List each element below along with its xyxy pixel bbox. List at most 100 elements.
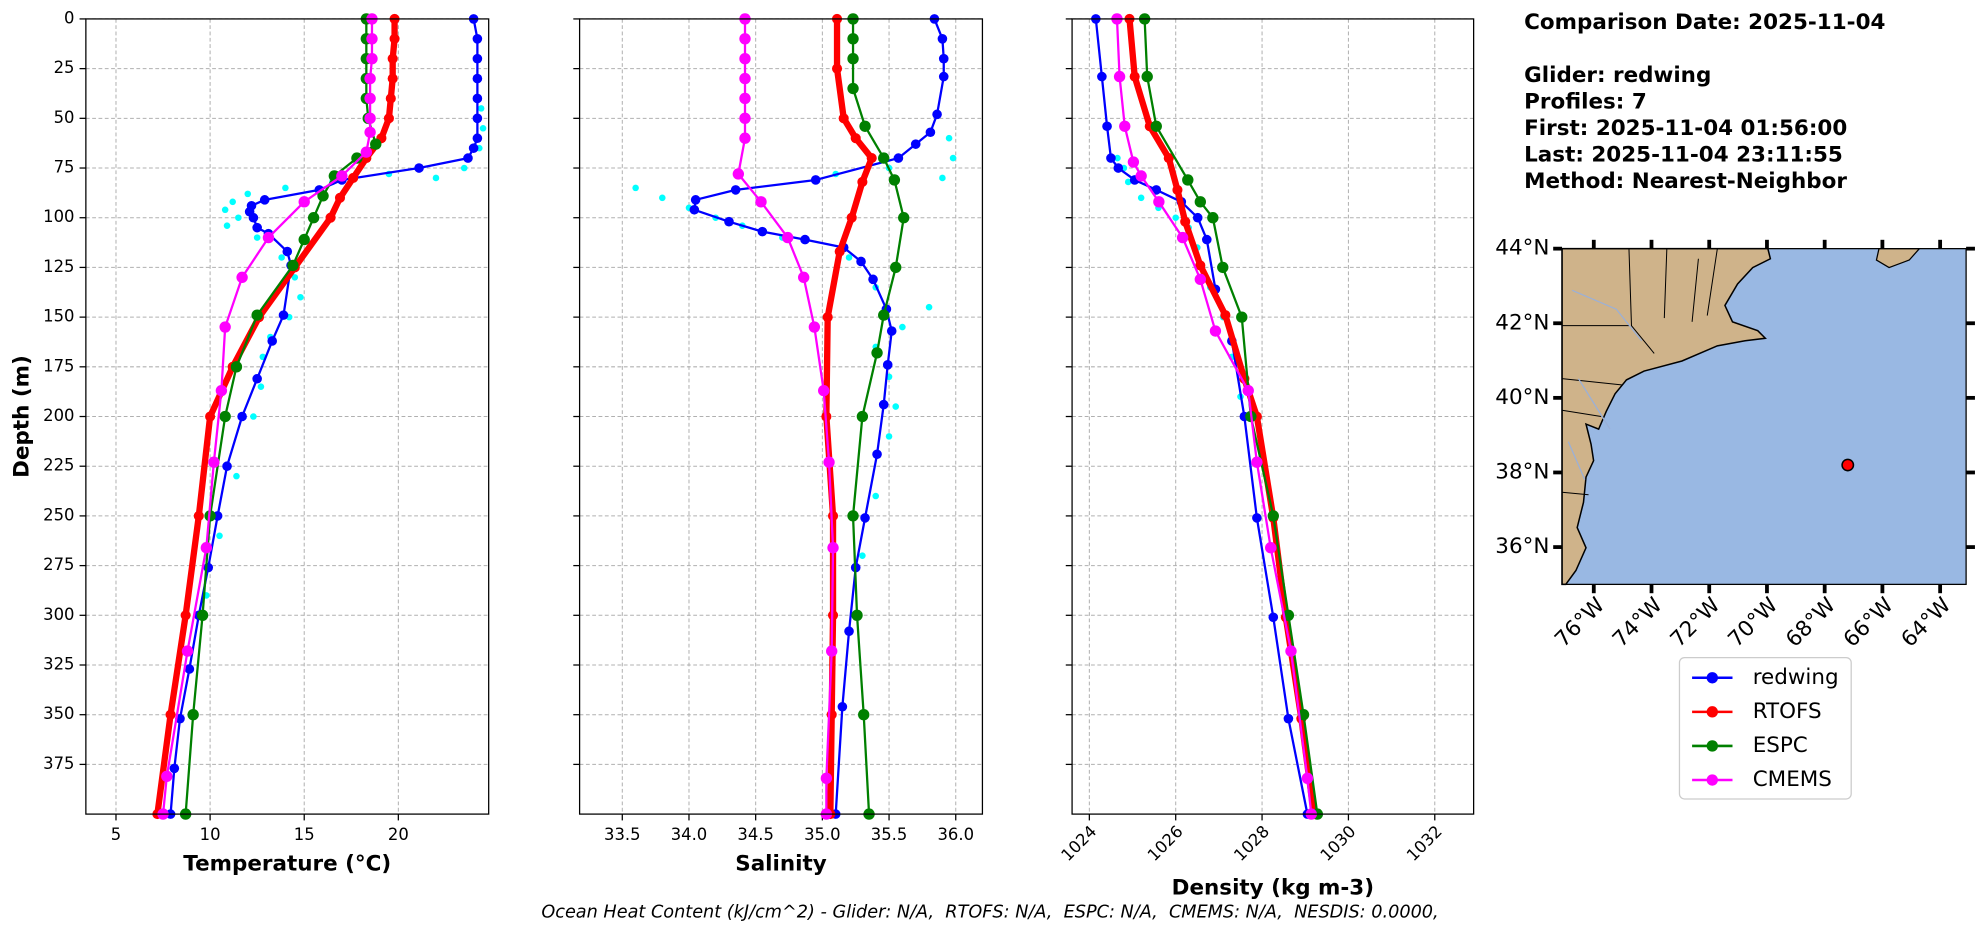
marker bbox=[831, 63, 843, 74]
x-tick-label: 35.0 bbox=[804, 825, 841, 844]
marker bbox=[387, 73, 398, 84]
marker bbox=[1172, 184, 1183, 195]
marker bbox=[325, 212, 336, 223]
profile-point bbox=[945, 134, 953, 142]
lat-tick-label: 40°N bbox=[1495, 385, 1549, 410]
marker bbox=[690, 195, 701, 205]
marker bbox=[282, 246, 293, 257]
marker bbox=[336, 170, 348, 182]
lon-tick-label: 66°W bbox=[1839, 593, 1899, 653]
profile-point bbox=[235, 214, 242, 222]
x-tick-label: 1032 bbox=[1403, 822, 1446, 865]
marker bbox=[383, 113, 394, 124]
legend-marker bbox=[1706, 740, 1718, 752]
marker bbox=[826, 645, 838, 657]
marker bbox=[364, 92, 376, 105]
marker bbox=[1209, 325, 1222, 337]
lat-tick-label: 38°N bbox=[1495, 459, 1549, 484]
marker bbox=[859, 120, 871, 132]
legend-box bbox=[1678, 656, 1852, 800]
profile-point bbox=[460, 164, 468, 172]
profile-point bbox=[479, 124, 487, 132]
marker bbox=[1251, 456, 1263, 468]
y-tick-label: 300 bbox=[43, 605, 74, 624]
marker bbox=[1283, 713, 1294, 724]
marker bbox=[856, 410, 869, 423]
marker bbox=[1129, 71, 1140, 82]
marker bbox=[348, 172, 359, 184]
y-tick-label: 25 bbox=[54, 58, 75, 77]
marker bbox=[872, 449, 882, 460]
legend-label: CMEMS bbox=[1753, 767, 1832, 792]
x-tick-label: 1024 bbox=[1057, 822, 1100, 865]
marker bbox=[472, 133, 483, 144]
marker bbox=[893, 153, 904, 163]
marker bbox=[739, 92, 751, 105]
marker bbox=[1176, 231, 1189, 244]
x-tick-label: 15 bbox=[294, 825, 315, 844]
marker bbox=[1301, 772, 1314, 784]
lat-tick-label: 36°N bbox=[1495, 534, 1549, 559]
marker bbox=[878, 152, 890, 164]
profile-point bbox=[949, 154, 957, 162]
marker bbox=[898, 212, 910, 224]
marker bbox=[230, 361, 243, 373]
marker bbox=[205, 411, 216, 422]
legend-marker bbox=[1706, 672, 1718, 684]
x-tick-label: 1026 bbox=[1144, 822, 1187, 865]
y-tick-label: 175 bbox=[43, 356, 74, 375]
legend-label: RTOFS bbox=[1753, 699, 1822, 724]
marker bbox=[871, 347, 883, 359]
y-tick-label: 275 bbox=[43, 555, 74, 574]
profile-point bbox=[1114, 154, 1121, 162]
marker bbox=[366, 33, 378, 45]
marker bbox=[1267, 510, 1279, 522]
marker bbox=[739, 132, 751, 144]
marker bbox=[810, 175, 821, 185]
marker bbox=[385, 93, 396, 104]
legend-marker bbox=[1706, 706, 1718, 718]
marker bbox=[219, 321, 231, 333]
x-tick-label: 34.0 bbox=[671, 825, 708, 844]
marker bbox=[259, 195, 270, 205]
marker bbox=[180, 610, 191, 621]
profile-point bbox=[250, 413, 257, 420]
marker bbox=[932, 109, 942, 120]
profile-point bbox=[885, 433, 893, 440]
y-tick-label: 375 bbox=[43, 754, 74, 773]
legend-label: ESPC bbox=[1753, 733, 1808, 758]
marker bbox=[732, 168, 745, 180]
profile-point bbox=[1124, 178, 1132, 186]
x-axis-label: Temperature (°C) bbox=[183, 852, 391, 877]
profile-point bbox=[872, 492, 879, 500]
marker bbox=[472, 73, 483, 84]
marker bbox=[937, 34, 948, 44]
marker bbox=[262, 231, 275, 244]
marker bbox=[837, 701, 848, 712]
glider-location bbox=[1841, 458, 1855, 472]
marker bbox=[1127, 156, 1140, 168]
y-tick-label: 0 bbox=[64, 8, 74, 27]
marker bbox=[472, 93, 483, 104]
marker bbox=[248, 212, 259, 223]
marker bbox=[351, 152, 363, 164]
info-line: Method: Nearest-Neighbor bbox=[1524, 169, 1847, 194]
marker bbox=[1268, 612, 1279, 623]
marker bbox=[866, 153, 877, 164]
profile-point bbox=[859, 552, 866, 559]
marker bbox=[187, 709, 199, 721]
marker bbox=[468, 143, 479, 153]
marker bbox=[1265, 542, 1277, 554]
legend-label: redwing bbox=[1753, 665, 1839, 690]
profile-point bbox=[221, 206, 229, 214]
x-tick-label: 36.0 bbox=[937, 825, 974, 844]
profile-point bbox=[845, 254, 853, 261]
marker bbox=[858, 709, 870, 721]
y-tick-label: 150 bbox=[43, 307, 74, 326]
marker bbox=[267, 336, 278, 346]
marker bbox=[1141, 70, 1153, 83]
marker bbox=[387, 53, 398, 64]
profile-line bbox=[851, 18, 905, 815]
profile-point bbox=[892, 403, 900, 410]
axes-frame bbox=[1071, 18, 1475, 815]
